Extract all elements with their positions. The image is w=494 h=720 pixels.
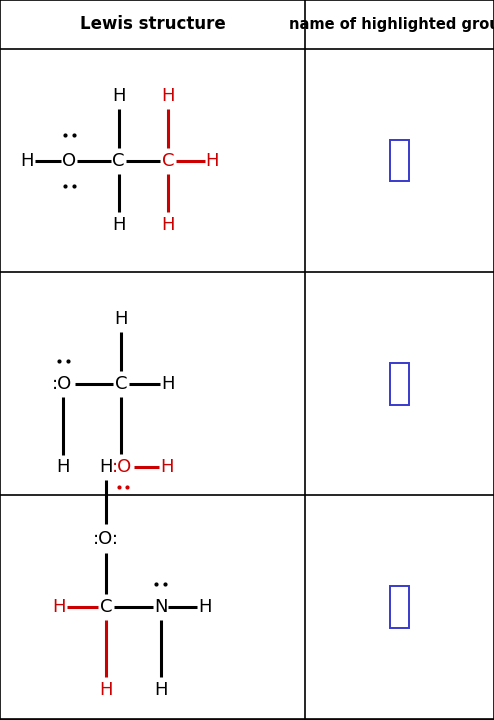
Text: H: H	[99, 681, 113, 699]
Text: H: H	[112, 216, 125, 235]
Bar	[390, 363, 409, 405]
Text: H: H	[154, 681, 167, 699]
Text: H: H	[160, 458, 174, 476]
Text: H: H	[99, 458, 113, 476]
Text: :O: :O	[52, 375, 72, 393]
Text: H: H	[161, 375, 175, 393]
Text: Lewis structure: Lewis structure	[80, 15, 226, 33]
Bar	[390, 140, 409, 181]
Text: O: O	[62, 152, 76, 170]
Text: H: H	[198, 598, 212, 616]
Text: H: H	[112, 87, 125, 105]
Bar	[390, 586, 409, 628]
Text: C: C	[100, 598, 113, 616]
Text: H: H	[161, 87, 175, 105]
Text: H: H	[20, 152, 34, 170]
Text: C: C	[162, 152, 174, 170]
Text: H: H	[56, 458, 70, 476]
Text: H: H	[52, 598, 66, 616]
Text: :O: :O	[112, 458, 131, 476]
Text: :O:: :O:	[93, 530, 119, 548]
Text: N: N	[154, 598, 167, 616]
Text: H: H	[161, 216, 175, 235]
Text: C: C	[112, 152, 125, 170]
Text: C: C	[115, 375, 127, 393]
Text: H: H	[206, 152, 219, 170]
Text: name of highlighted group: name of highlighted group	[289, 17, 494, 32]
Text: H: H	[114, 310, 128, 328]
